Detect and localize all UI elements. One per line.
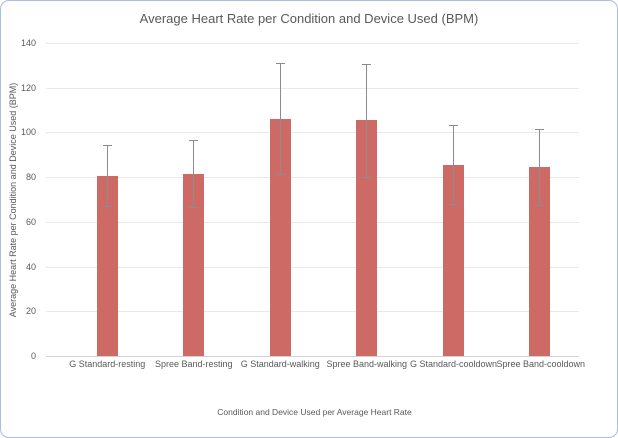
gridline	[46, 43, 579, 44]
gridline	[46, 87, 579, 89]
bar[interactable]	[529, 167, 551, 356]
error-bar	[366, 64, 368, 178]
bar[interactable]	[183, 173, 205, 356]
plot-area	[46, 43, 579, 357]
y-tick-label: 20	[25, 306, 36, 317]
error-bar-cap-top	[102, 144, 112, 146]
x-axis-labels: G Standard-resting Spree Band-resting G St…	[46, 359, 585, 371]
error-bar-cap-bottom	[102, 206, 112, 208]
error-bar-cap-top	[448, 124, 458, 126]
y-tick-label: 0	[30, 351, 36, 361]
x-tick-label: G Standard-resting	[69, 359, 146, 369]
y-tick-label: 40	[25, 261, 36, 272]
gridline	[46, 221, 579, 223]
y-axis-ticks: 0 20 40 60 80 100 120 140	[1, 38, 41, 361]
x-tick-label: Spree Band-cooldown	[496, 359, 586, 369]
gridline	[46, 177, 579, 179]
error-bar	[193, 140, 195, 208]
error-bar-cap-bottom	[448, 203, 458, 205]
bar[interactable]	[96, 176, 118, 356]
bar[interactable]	[442, 164, 464, 356]
error-bar-cap-bottom	[535, 205, 545, 207]
error-bar	[279, 63, 281, 174]
error-bar-cap-bottom	[275, 173, 285, 175]
gridline	[46, 266, 579, 268]
error-bar-cap-bottom	[362, 177, 372, 179]
error-bar-cap-top	[189, 140, 199, 142]
x-tick-label: Spree Band-resting	[154, 359, 233, 369]
y-tick-label: 100	[20, 127, 36, 138]
error-bar-cap-top	[535, 129, 545, 131]
gridline	[46, 132, 579, 134]
x-tick-label: G Standard-walking	[240, 359, 320, 369]
y-tick-label: 80	[25, 172, 36, 183]
error-bar-cap-top	[275, 63, 285, 65]
x-axis-line	[46, 356, 579, 357]
x-tick-label: Spree Band-walking	[326, 359, 408, 369]
x-axis-title: Condition and Device Used per Average He…	[217, 407, 412, 417]
chart-title: Average Heart Rate per Condition and Dev…	[139, 11, 479, 26]
bar[interactable]	[269, 119, 291, 356]
x-tick-label: G Standard-cooldown	[410, 359, 498, 369]
error-bar	[452, 124, 454, 204]
error-bar-cap-bottom	[189, 207, 199, 209]
y-tick-label: 60	[25, 216, 36, 227]
y-tick-label: 140	[20, 38, 36, 48]
error-bar	[106, 144, 108, 207]
gridline	[46, 311, 579, 313]
bar[interactable]	[356, 120, 378, 356]
y-tick-label: 120	[20, 82, 36, 93]
error-bar-cap-top	[362, 64, 372, 66]
error-bar	[539, 129, 541, 206]
